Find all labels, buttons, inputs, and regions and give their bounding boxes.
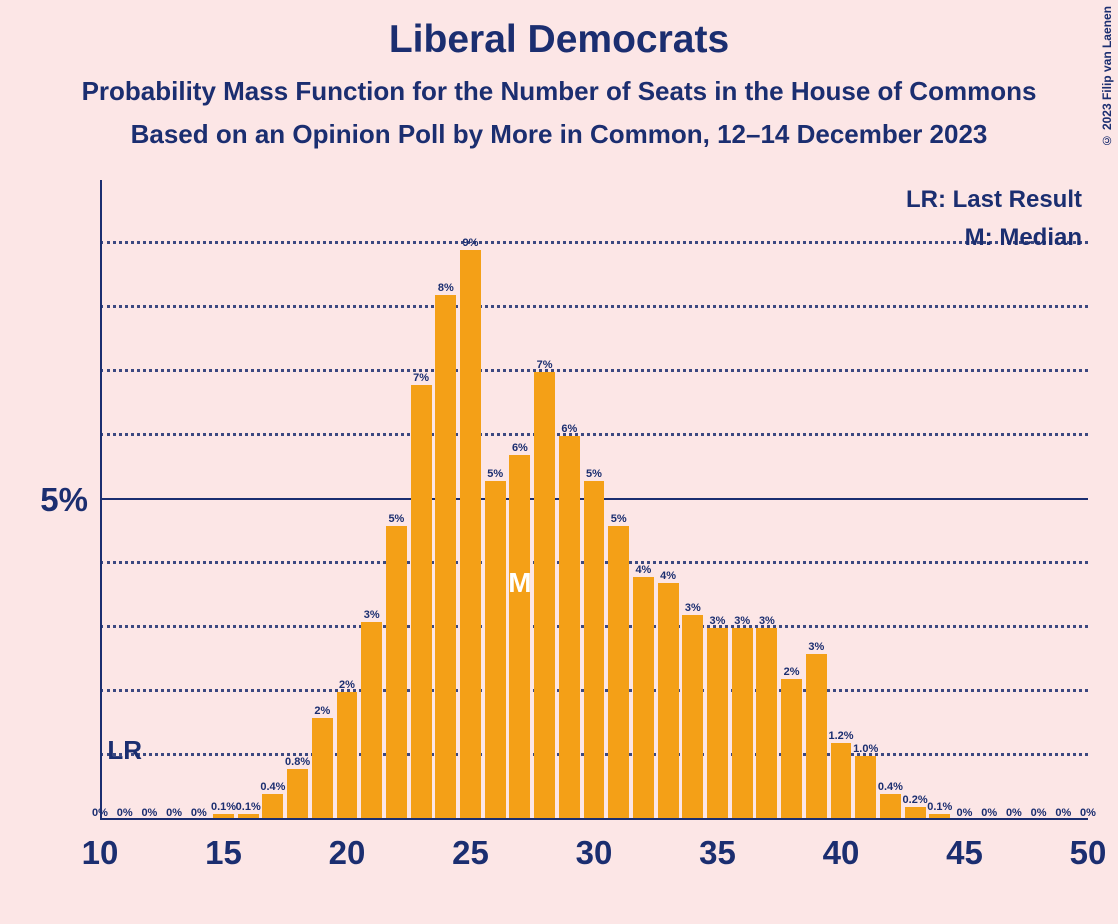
x-tick-label: 25	[452, 834, 489, 872]
bar-value-label: 0.1%	[927, 801, 952, 813]
x-tick-label: 50	[1070, 834, 1107, 872]
bar-value-label: 3%	[808, 641, 824, 653]
gridline-minor	[100, 369, 1088, 372]
bar-value-label: 6%	[512, 442, 528, 454]
bar-value-label: 6%	[561, 423, 577, 435]
bar-value-label: 2%	[339, 679, 355, 691]
bar-value-label: 3%	[685, 602, 701, 614]
x-axis	[100, 818, 1088, 820]
chart-subtitle-2: Based on an Opinion Poll by More in Comm…	[0, 119, 1118, 150]
x-tick-label: 45	[946, 834, 983, 872]
bar	[337, 692, 358, 820]
gridline-minor	[100, 433, 1088, 436]
x-tick-label: 10	[82, 834, 119, 872]
bar	[559, 436, 580, 820]
bar-value-label: 3%	[759, 615, 775, 627]
bar-value-label: 9%	[463, 237, 479, 249]
x-tick-label: 20	[329, 834, 366, 872]
bar	[682, 615, 703, 820]
bar	[312, 718, 333, 820]
bar-value-label: 0.8%	[285, 756, 310, 768]
chart-subtitle-1: Probability Mass Function for the Number…	[0, 76, 1118, 107]
bar-value-label: 5%	[611, 513, 627, 525]
x-tick-label: 30	[576, 834, 613, 872]
bar-value-label: 0.4%	[878, 781, 903, 793]
bar	[756, 628, 777, 820]
bar	[361, 622, 382, 820]
x-tick-label: 15	[205, 834, 242, 872]
gridline-minor	[100, 241, 1088, 244]
bar-value-label: 0.2%	[903, 794, 928, 806]
bar-value-label: 3%	[364, 609, 380, 621]
bar	[633, 577, 654, 820]
bar-value-label: 8%	[438, 282, 454, 294]
bar	[460, 250, 481, 820]
bar-value-label: 5%	[487, 468, 503, 480]
bar-value-label: 1.0%	[853, 743, 878, 755]
legend-median: M: Median	[965, 224, 1082, 252]
bar-value-label: 0.1%	[236, 801, 261, 813]
legend-last-result: LR: Last Result	[906, 186, 1082, 214]
copyright-label: © 2023 Filip van Laenen	[1100, 6, 1114, 147]
y-tick-label: 5%	[40, 481, 88, 519]
chart-title: Liberal Democrats	[0, 0, 1118, 62]
bar-value-label: 4%	[635, 564, 651, 576]
bar-value-label: 2%	[784, 666, 800, 678]
bar-value-label: 1.2%	[828, 730, 853, 742]
bar-value-label: 7%	[537, 359, 553, 371]
bar-value-label: 3%	[710, 615, 726, 627]
bar-value-label: 0.4%	[260, 781, 285, 793]
bar	[411, 385, 432, 820]
bar	[732, 628, 753, 820]
bar	[534, 372, 555, 820]
x-tick-label: 40	[823, 834, 860, 872]
bar-value-label: 7%	[413, 372, 429, 384]
bar	[855, 756, 876, 820]
bar-value-label: 5%	[586, 468, 602, 480]
bar-value-label: 4%	[660, 570, 676, 582]
bar-value-label: 2%	[314, 705, 330, 717]
bar	[707, 628, 728, 820]
bar	[485, 481, 506, 820]
bar	[509, 455, 530, 820]
bar-value-label: 5%	[388, 513, 404, 525]
bar-value-label: 0.1%	[211, 801, 236, 813]
bar	[608, 526, 629, 820]
bar	[435, 295, 456, 820]
bar	[262, 794, 283, 820]
bar	[584, 481, 605, 820]
y-axis	[100, 180, 102, 820]
bar	[831, 743, 852, 820]
last-result-marker: LR	[107, 735, 142, 766]
bar	[806, 654, 827, 820]
bar-value-label: 3%	[734, 615, 750, 627]
bar	[781, 679, 802, 820]
bar	[386, 526, 407, 820]
bar	[287, 769, 308, 820]
gridline-minor	[100, 305, 1088, 308]
x-tick-label: 35	[699, 834, 736, 872]
median-marker: M	[508, 567, 531, 599]
chart-plot-area: 0%0%0%0%0%0.1%0.1%0.4%0.8%2%2%3%5%7%8%9%…	[100, 180, 1088, 820]
bar	[880, 794, 901, 820]
bar	[658, 583, 679, 820]
